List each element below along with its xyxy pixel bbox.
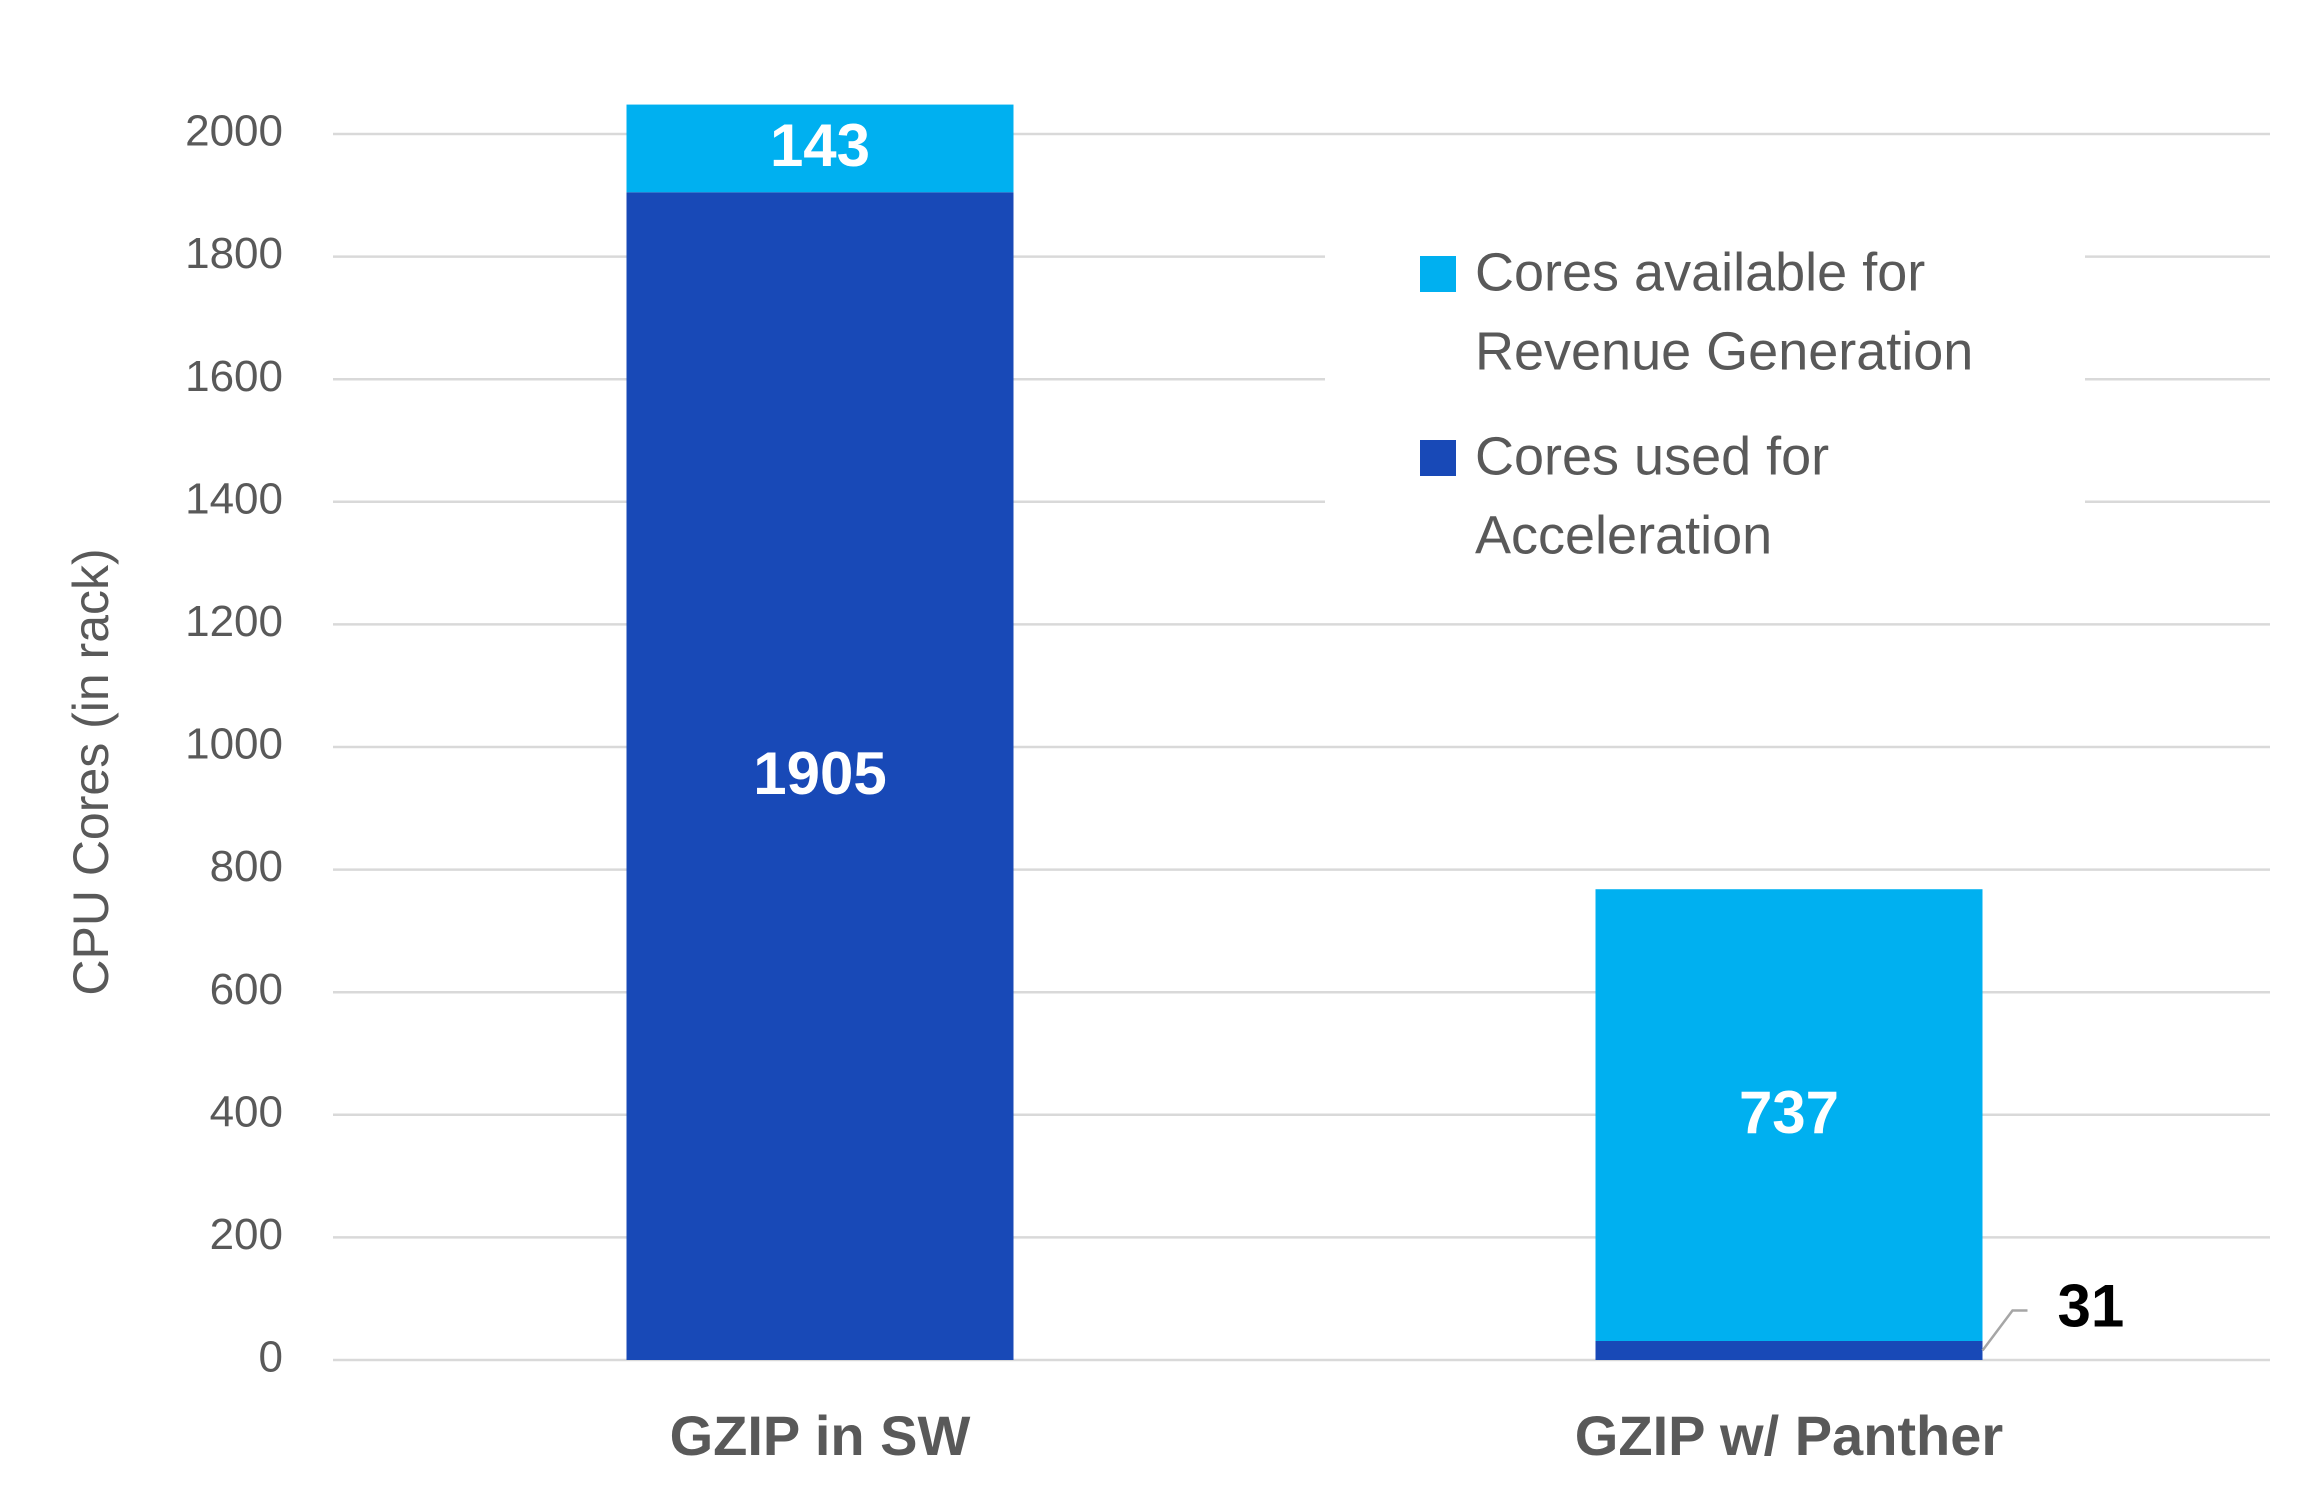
x-axis-categories: GZIP in SW GZIP w/ Panther: [670, 1404, 2004, 1467]
legend: Cores available for Revenue Generation Cor…: [1325, 235, 2085, 585]
legend-swatch: [1420, 440, 1456, 476]
bar-segment: [1595, 1340, 1983, 1360]
y-tick-label: 800: [210, 842, 283, 891]
data-label: 1905: [753, 740, 886, 807]
x-category-label: GZIP w/ Panther: [1575, 1404, 2003, 1467]
legend-label: Cores available for: [1475, 242, 1925, 302]
y-tick-label: 1800: [185, 229, 283, 278]
data-label: 143: [770, 112, 870, 179]
bar-segment: [1595, 889, 1983, 1341]
legend-label: Acceleration: [1475, 505, 1772, 565]
bar-segment: [626, 104, 1014, 193]
y-tick-label: 0: [259, 1333, 283, 1382]
data-label: 31: [2058, 1272, 2125, 1339]
bar-segment: [626, 192, 1014, 1361]
legend-label: Cores used for: [1475, 426, 1829, 486]
data-label: 737: [1739, 1079, 1839, 1146]
x-category-label: GZIP in SW: [670, 1404, 971, 1467]
y-axis-ticks: 0 200 400 600 800 1000 1200 1400 1600 1800 2000: [185, 107, 283, 1382]
y-tick-label: 1000: [185, 720, 283, 769]
y-tick-label: 1400: [185, 474, 283, 523]
legend-swatch: [1420, 256, 1456, 292]
legend-background: [1325, 235, 2085, 585]
data-labels: 1905 143 31 737: [753, 112, 2125, 1352]
legend-label: Revenue Generation: [1475, 321, 1973, 381]
y-tick-label: 1600: [185, 352, 283, 401]
y-tick-label: 600: [210, 965, 283, 1014]
y-axis-label: CPU Cores (in rack): [63, 548, 119, 995]
y-tick-label: 200: [210, 1210, 283, 1259]
y-tick-label: 400: [210, 1087, 283, 1136]
y-tick-label: 1200: [185, 597, 283, 646]
bars: [626, 104, 1983, 1361]
leader-line: [1981, 1309, 2028, 1352]
y-tick-label: 2000: [185, 107, 283, 156]
